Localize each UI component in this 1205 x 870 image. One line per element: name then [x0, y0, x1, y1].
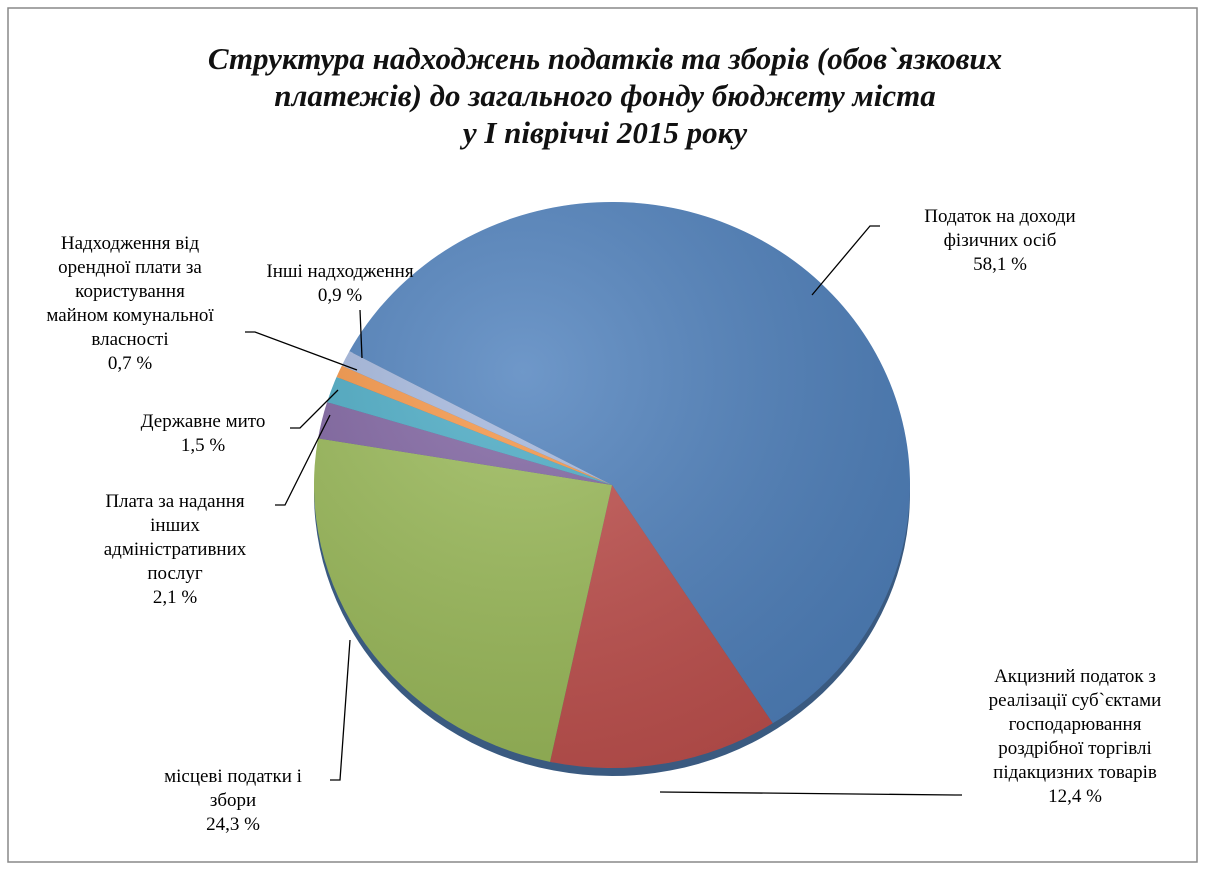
- category-name: Надходження від орендної плати за корист…: [46, 233, 214, 350]
- leader-line: [290, 389, 339, 429]
- value-label: 24,3 %: [206, 814, 260, 835]
- category-name: Інші надходження: [266, 261, 414, 282]
- value-label: 12,4 %: [1048, 786, 1102, 807]
- slice-label: Податок на доходи фізичних осіб 58,1 %: [850, 205, 1150, 277]
- slice-label: Державне мито 1,5 %: [53, 410, 353, 458]
- leader-line: [245, 331, 358, 371]
- leader-line: [275, 414, 331, 506]
- slice-label: місцеві податки і збори 24,3 %: [83, 765, 383, 837]
- value-label: 0,7 %: [107, 353, 153, 374]
- leader-line: [330, 639, 351, 781]
- slice-label: Надходження від орендної плати за корист…: [0, 232, 280, 376]
- value-label: 58,1 %: [973, 254, 1027, 275]
- category-name: Плата за надання інших адміністративних …: [103, 491, 247, 584]
- value-label: 0,9 %: [317, 285, 363, 306]
- value-label: 2,1 %: [152, 587, 198, 608]
- slice-label: Акцизний податок з реалізації суб`єктами…: [925, 665, 1205, 809]
- category-name: Податок на доходи фізичних осіб: [924, 206, 1076, 251]
- slice-label: Плата за надання інших адміністративних …: [25, 490, 325, 610]
- category-name: Державне мито: [140, 411, 266, 432]
- leader-lines: [245, 225, 962, 796]
- pie-shade: [314, 202, 910, 768]
- category-name: Акцизний податок з реалізації суб`єктами…: [988, 666, 1162, 783]
- chart-title: Структура надходжень податків та зборів …: [207, 41, 1003, 150]
- value-label: 1,5 %: [180, 435, 226, 456]
- leader-line: [811, 225, 880, 296]
- slice-label: Інші надходження 0,9 %: [190, 260, 490, 308]
- leader-line: [359, 309, 363, 359]
- leader-line: [659, 791, 962, 796]
- pie: [314, 202, 910, 776]
- category-name: місцеві податки і збори: [164, 766, 302, 811]
